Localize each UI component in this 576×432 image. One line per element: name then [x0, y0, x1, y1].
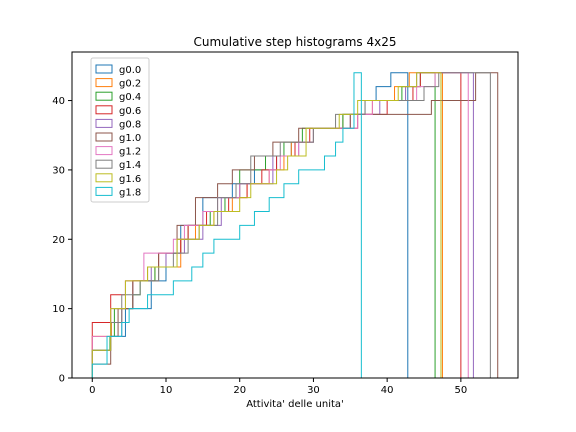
legend-label-g0.2: g0.2 — [119, 79, 141, 90]
legend-label-g0.4: g0.4 — [119, 92, 141, 103]
y-tick-label: 10 — [52, 304, 65, 315]
x-tick-label: 50 — [455, 385, 468, 396]
legend-label-g1.6: g1.6 — [119, 174, 141, 185]
legend-swatch-g1.6 — [95, 173, 113, 183]
legend-label-g0.8: g0.8 — [119, 119, 141, 130]
legend-label-g0.0: g0.0 — [119, 65, 141, 76]
x-tick-label: 20 — [233, 385, 246, 396]
x-axis-label: Attivita' delle unita' — [246, 399, 344, 410]
legend-frame — [90, 57, 150, 203]
legend-label-g1.2: g1.2 — [119, 147, 141, 158]
y-axis: 0 10 20 30 40 — [52, 96, 72, 385]
series-g1.6-step-line — [91, 72, 442, 378]
legend-label-g1.8: g1.8 — [119, 187, 141, 198]
y-tick-label: 0 — [59, 374, 65, 385]
series-g1.8-step-line — [91, 72, 362, 378]
legend-swatch-g1.4 — [95, 159, 113, 169]
legend-swatch-g0.2 — [95, 78, 113, 88]
x-tick-label: 10 — [160, 385, 173, 396]
x-tick-label: 0 — [89, 385, 95, 396]
legend-swatch-g1.8 — [95, 186, 113, 196]
legend-label-g1.4: g1.4 — [119, 160, 141, 171]
plot-area — [91, 72, 499, 378]
legend-swatch-g0.6 — [95, 105, 113, 115]
legend-swatch-g1.0 — [95, 132, 113, 142]
x-tick-label: 30 — [307, 385, 320, 396]
y-tick-label: 30 — [52, 165, 65, 176]
axes-frame — [71, 51, 519, 379]
x-axis: 0 10 20 30 40 50 — [89, 378, 467, 396]
y-tick-label: 20 — [52, 235, 65, 246]
legend-label-g1.0: g1.0 — [119, 133, 141, 144]
legend-label-g0.6: g0.6 — [119, 106, 141, 117]
y-tick-label: 40 — [52, 96, 65, 107]
x-tick-label: 40 — [381, 385, 394, 396]
legend-swatch-g0.0 — [95, 64, 113, 74]
legend: g0.0 g0.2 g0.4 g0.6 g0.8 g1.0 g1.2 g1.4 g1.6 g1.8 — [90, 57, 150, 203]
chart-title: Cumulative step histograms 4x25 — [194, 35, 397, 49]
legend-swatch-g0.4 — [95, 91, 113, 101]
legend-swatch-g1.2 — [95, 146, 113, 156]
legend-swatch-g0.8 — [95, 118, 113, 128]
